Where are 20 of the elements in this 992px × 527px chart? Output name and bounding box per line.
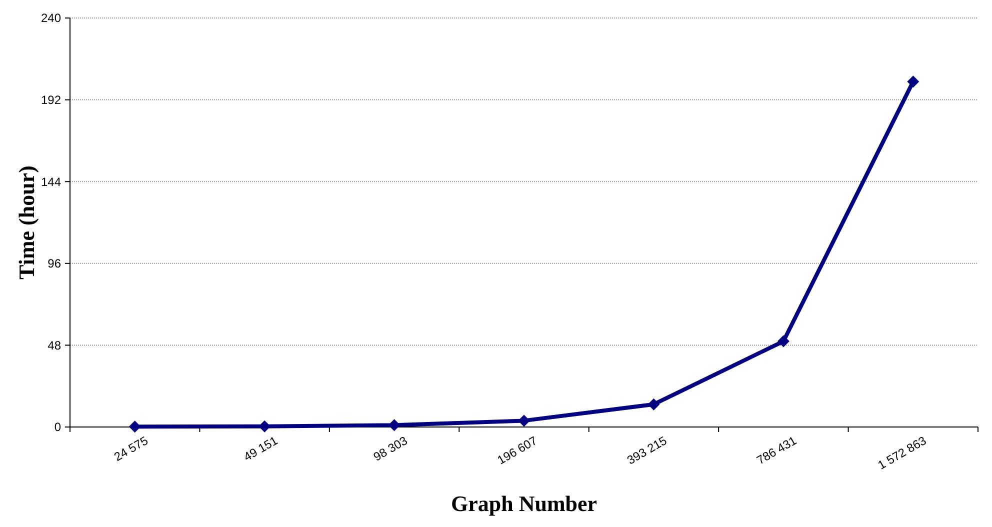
x-axis-title: Graph Number xyxy=(450,491,598,516)
y-axis-title: Time (hour) xyxy=(14,166,39,280)
y-tick-label: 48 xyxy=(48,338,62,352)
x-tick-label: 1 572 863 xyxy=(875,433,929,472)
point xyxy=(907,76,920,88)
y-tick-label: 96 xyxy=(48,256,62,271)
x-tick-label: 786 431 xyxy=(754,433,800,468)
x-tick-label: 196 607 xyxy=(494,433,540,468)
x-tick-label: 393 215 xyxy=(624,433,670,468)
point xyxy=(648,398,660,410)
y-tick-label: 192 xyxy=(40,93,62,107)
x-tick-label: 49 151 xyxy=(241,433,280,464)
y-tick-label: 240 xyxy=(40,11,62,26)
x-tick-label: 24 575 xyxy=(112,433,151,464)
point xyxy=(777,335,790,348)
point xyxy=(518,414,530,427)
y-tick-label: 144 xyxy=(40,174,62,189)
x-tick-label: 98 303 xyxy=(371,433,410,464)
point xyxy=(128,420,141,433)
y-tick-label: 0 xyxy=(54,420,62,434)
